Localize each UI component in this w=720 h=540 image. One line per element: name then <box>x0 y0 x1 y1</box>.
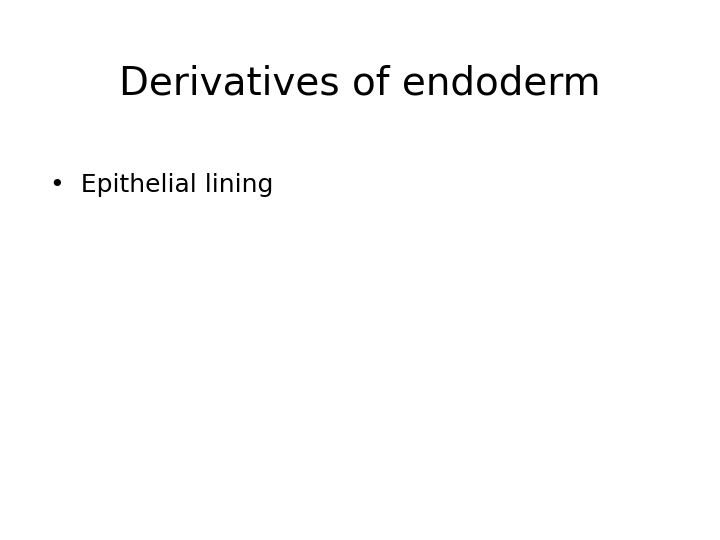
Text: •  Epithelial lining: • Epithelial lining <box>50 173 274 197</box>
Text: Derivatives of endoderm: Derivatives of endoderm <box>120 65 600 103</box>
